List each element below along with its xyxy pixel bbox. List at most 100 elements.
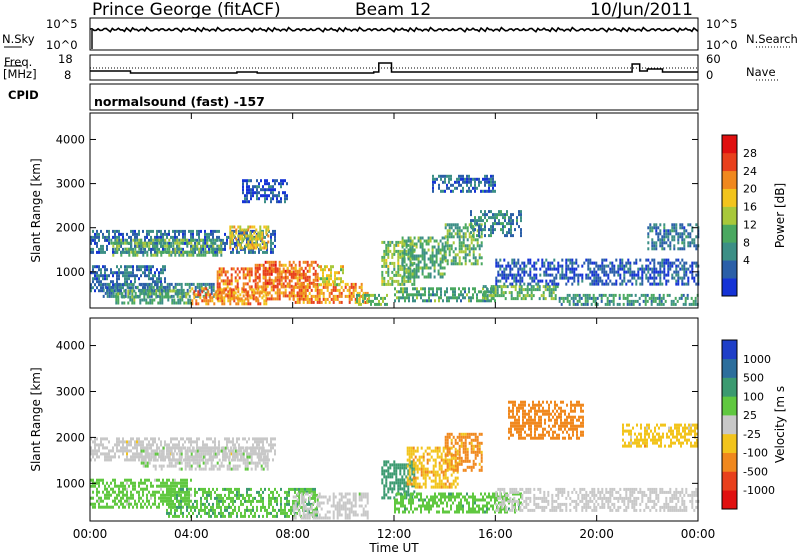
power-cell: [478, 247, 481, 251]
power-cell: [114, 282, 117, 286]
power-cell: [694, 302, 697, 306]
velocity-cell: [202, 452, 205, 456]
power-cell: [655, 244, 658, 248]
power-cell: [462, 174, 464, 178]
power-cell: [270, 278, 273, 282]
power-cell: [262, 188, 264, 192]
power-cell: [246, 273, 249, 277]
power-cell: [509, 264, 512, 268]
power-cell: [98, 238, 100, 242]
power-cell: [437, 272, 440, 276]
power-cell: [205, 296, 208, 300]
velocity-cell: [214, 464, 217, 468]
power-cell: [218, 276, 221, 280]
power-cell: [689, 232, 692, 236]
velocity-cell: [198, 458, 201, 462]
power-cell: [280, 284, 283, 288]
power-cell: [574, 296, 577, 300]
power-cell: [212, 282, 215, 286]
power-cell: [646, 299, 649, 303]
velocity-cell: [118, 449, 120, 453]
velocity-cell: [206, 446, 208, 450]
power-cell: [429, 239, 432, 243]
velocity-cell: [122, 496, 124, 500]
power-cell: [334, 274, 336, 278]
power-cell: [480, 244, 483, 248]
power-cell: [667, 279, 670, 283]
power-cell: [288, 284, 291, 288]
velocity-cell: [152, 449, 155, 453]
velocity-cell: [120, 449, 122, 453]
power-cell: [411, 248, 414, 252]
power-cell: [250, 285, 253, 289]
power-cell: [318, 294, 321, 298]
power-cell: [334, 294, 337, 298]
power-cell: [639, 282, 642, 286]
power-cell: [268, 266, 271, 270]
velocity-cell: [270, 440, 272, 444]
power-cell: [574, 302, 577, 306]
power-cell: [286, 282, 289, 286]
velocity-cell: [100, 478, 102, 482]
power-cell: [160, 280, 162, 284]
power-cell: [121, 292, 124, 296]
power-cell: [458, 293, 460, 297]
power-cell: [265, 228, 268, 232]
power-cell: [148, 241, 151, 245]
power-cell: [306, 282, 309, 286]
power-panel-frame: [89, 112, 699, 309]
power-cell: [407, 239, 410, 243]
power-cell: [175, 292, 178, 296]
power-cell: [432, 189, 434, 193]
power-cell: [168, 247, 171, 251]
velocity-cell: [266, 440, 268, 444]
power-cell: [92, 250, 94, 254]
velocity-cell: [162, 481, 164, 485]
power-cell: [587, 267, 590, 271]
power-cell: [667, 261, 670, 265]
power-cell: [428, 296, 430, 300]
power-cell: [316, 288, 319, 292]
velocity-cell: [122, 490, 124, 494]
power-cell: [413, 261, 416, 265]
power-cell: [394, 299, 396, 303]
power-cell: [249, 296, 252, 300]
power-cell: [210, 288, 213, 292]
velocity-cell: [220, 446, 223, 450]
power-cell: [552, 291, 555, 295]
power-colorbar-swatch: [722, 170, 737, 189]
velocity-cell: [212, 446, 214, 450]
power-cell: [512, 222, 514, 226]
power-cell: [131, 295, 134, 299]
power-cell: [220, 241, 223, 245]
power-cell: [280, 272, 283, 276]
power-cell: [96, 235, 98, 239]
velocity-cell: [180, 455, 183, 459]
velocity-cell: [246, 464, 249, 468]
power-cell: [651, 244, 654, 248]
velocity-cell: [206, 443, 208, 447]
velocity-cell: [120, 496, 122, 500]
velocity-cell: [174, 505, 176, 509]
power-cell: [534, 288, 537, 292]
velocity-cell: [126, 481, 128, 485]
power-cell: [330, 265, 332, 269]
power-cell: [248, 191, 250, 195]
velocity-cell: [134, 452, 136, 456]
power-cell: [196, 244, 199, 248]
power-cell: [144, 271, 146, 275]
power-cell: [446, 232, 449, 236]
power-cell: [160, 235, 162, 239]
power-cell: [249, 234, 252, 238]
power-cell: [402, 296, 404, 300]
velocity-cell: [212, 464, 215, 468]
power-cell: [189, 289, 192, 293]
power-cell: [588, 296, 591, 300]
power-cell: [102, 288, 105, 292]
power-cell: [505, 267, 508, 271]
velocity-cell: [144, 458, 147, 462]
power-cell: [585, 276, 588, 280]
power-cell: [130, 238, 132, 242]
velocity-cell: [164, 493, 166, 497]
power-cell: [684, 296, 687, 300]
